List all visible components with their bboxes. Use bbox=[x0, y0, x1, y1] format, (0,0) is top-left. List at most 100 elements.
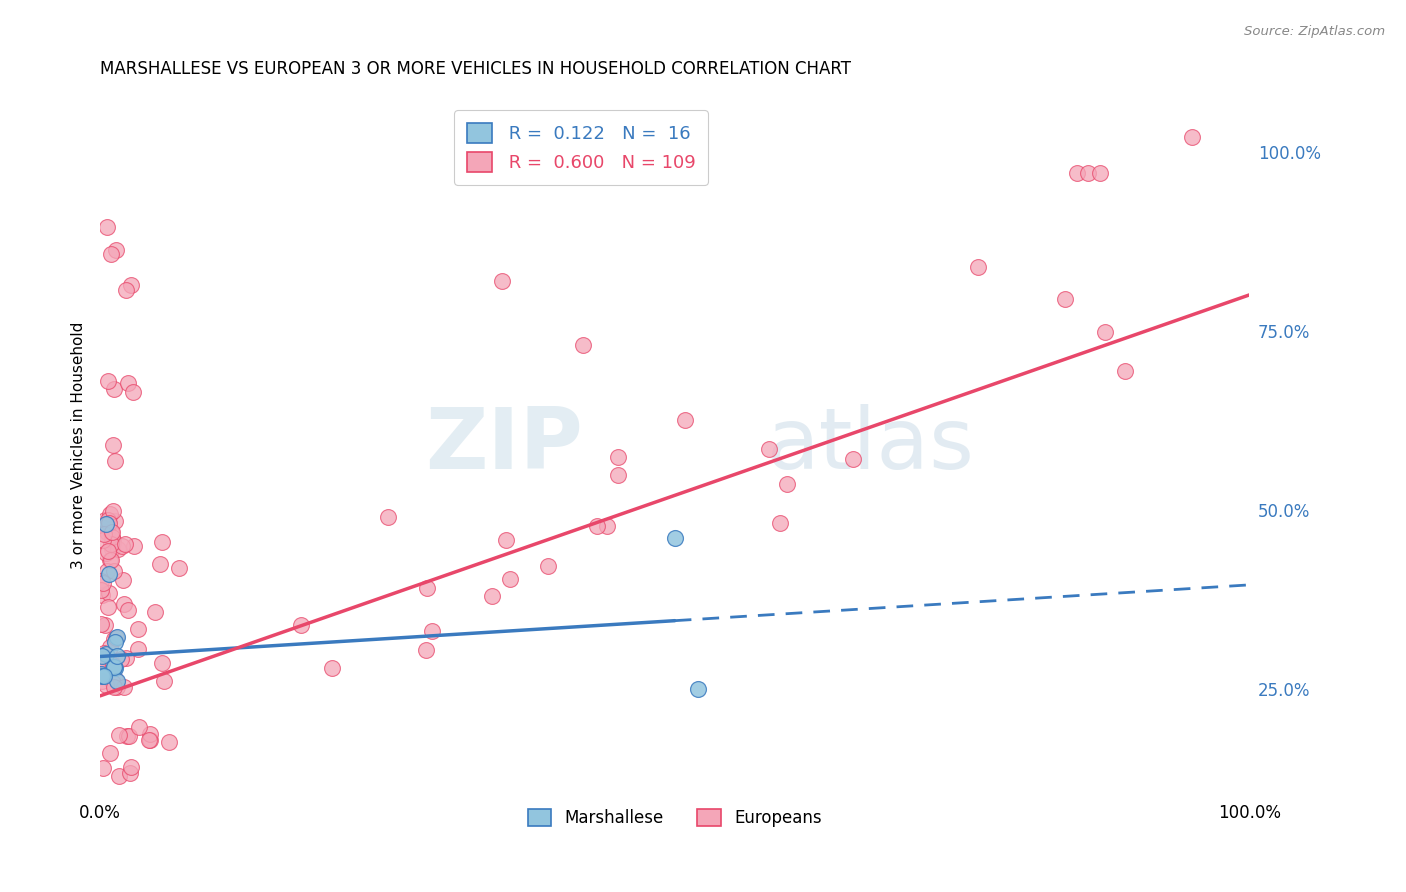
Point bbox=[321, 661, 343, 675]
Point bbox=[586, 518, 609, 533]
Text: Source: ZipAtlas.com: Source: ZipAtlas.com bbox=[1244, 25, 1385, 38]
Point bbox=[103, 660, 125, 674]
Point bbox=[94, 677, 117, 691]
Point bbox=[111, 573, 134, 587]
Point bbox=[94, 647, 117, 661]
Point bbox=[145, 605, 167, 619]
Point bbox=[96, 543, 118, 558]
Point bbox=[101, 438, 124, 452]
Point bbox=[94, 513, 117, 527]
Point bbox=[105, 648, 128, 663]
Point bbox=[100, 537, 122, 551]
Point bbox=[499, 572, 522, 586]
Point bbox=[115, 651, 138, 665]
Text: atlas: atlas bbox=[766, 404, 974, 487]
Point bbox=[104, 632, 127, 646]
Point bbox=[967, 260, 990, 274]
Point bbox=[103, 660, 125, 674]
Point bbox=[105, 630, 128, 644]
Point bbox=[96, 564, 118, 578]
Point bbox=[149, 557, 172, 571]
Point bbox=[90, 588, 112, 602]
Point bbox=[128, 719, 150, 733]
Point bbox=[776, 477, 799, 491]
Point bbox=[105, 673, 128, 688]
Point bbox=[90, 656, 112, 670]
Point bbox=[100, 530, 122, 544]
Point bbox=[101, 525, 124, 540]
Point bbox=[673, 413, 696, 427]
Point bbox=[122, 539, 145, 553]
Point bbox=[1077, 166, 1099, 180]
Point bbox=[664, 532, 686, 546]
Point bbox=[93, 669, 115, 683]
Point bbox=[167, 561, 190, 575]
Point bbox=[491, 274, 513, 288]
Point bbox=[96, 524, 118, 539]
Point bbox=[97, 599, 120, 614]
Point bbox=[120, 765, 142, 780]
Point bbox=[481, 589, 503, 603]
Point bbox=[1053, 293, 1076, 307]
Point bbox=[122, 384, 145, 399]
Point bbox=[110, 651, 132, 665]
Point bbox=[422, 624, 444, 639]
Point bbox=[103, 657, 125, 672]
Point bbox=[98, 507, 121, 521]
Point bbox=[98, 553, 121, 567]
Point bbox=[107, 729, 129, 743]
Point bbox=[101, 504, 124, 518]
Point bbox=[101, 536, 124, 550]
Point bbox=[117, 376, 139, 391]
Point bbox=[98, 640, 121, 655]
Point bbox=[415, 643, 437, 657]
Point bbox=[606, 450, 628, 465]
Point bbox=[105, 243, 128, 257]
Point bbox=[111, 539, 134, 553]
Point bbox=[101, 675, 124, 690]
Point bbox=[103, 632, 125, 647]
Point bbox=[91, 576, 114, 591]
Point bbox=[416, 581, 439, 595]
Point bbox=[104, 672, 127, 686]
Point bbox=[1181, 130, 1204, 145]
Point bbox=[596, 519, 619, 533]
Point bbox=[114, 283, 136, 297]
Point bbox=[94, 617, 117, 632]
Point bbox=[103, 680, 125, 694]
Point bbox=[103, 564, 125, 578]
Point bbox=[100, 553, 122, 567]
Point bbox=[96, 219, 118, 234]
Point bbox=[127, 641, 149, 656]
Point bbox=[139, 732, 162, 747]
Point bbox=[127, 623, 149, 637]
Point bbox=[114, 537, 136, 551]
Point bbox=[94, 545, 117, 559]
Point bbox=[153, 673, 176, 688]
Text: MARSHALLESE VS EUROPEAN 3 OR MORE VEHICLES IN HOUSEHOLD CORRELATION CHART: MARSHALLESE VS EUROPEAN 3 OR MORE VEHICL… bbox=[100, 60, 851, 78]
Point bbox=[91, 761, 114, 775]
Point bbox=[100, 247, 122, 261]
Point bbox=[98, 586, 121, 600]
Point bbox=[1088, 166, 1111, 180]
Point bbox=[377, 509, 399, 524]
Point bbox=[758, 442, 780, 457]
Point bbox=[91, 652, 114, 666]
Point bbox=[107, 541, 129, 556]
Point bbox=[94, 516, 117, 531]
Point bbox=[686, 681, 709, 696]
Point bbox=[572, 338, 595, 352]
Text: ZIP: ZIP bbox=[425, 404, 583, 487]
Point bbox=[104, 661, 127, 675]
Point bbox=[90, 583, 112, 598]
Point bbox=[104, 634, 127, 648]
Point bbox=[97, 516, 120, 530]
Point bbox=[101, 533, 124, 548]
Legend: Marshallese, Europeans: Marshallese, Europeans bbox=[522, 802, 828, 833]
Point bbox=[150, 657, 173, 671]
Point bbox=[112, 597, 135, 611]
Point bbox=[91, 533, 114, 547]
Point bbox=[100, 524, 122, 539]
Point bbox=[607, 467, 630, 482]
Point bbox=[90, 674, 112, 689]
